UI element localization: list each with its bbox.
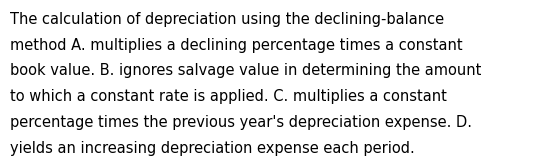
Text: The calculation of depreciation using the declining-balance: The calculation of depreciation using th… xyxy=(10,12,444,27)
Text: method A. multiplies a declining percentage times a constant: method A. multiplies a declining percent… xyxy=(10,38,463,53)
Text: percentage times the previous year's depreciation expense. D.: percentage times the previous year's dep… xyxy=(10,115,472,130)
Text: book value. B. ignores salvage value in determining the amount: book value. B. ignores salvage value in … xyxy=(10,63,482,78)
Text: yields an increasing depreciation expense each period.: yields an increasing depreciation expens… xyxy=(10,141,415,156)
Text: to which a constant rate is applied. C. multiplies a constant: to which a constant rate is applied. C. … xyxy=(10,89,447,104)
